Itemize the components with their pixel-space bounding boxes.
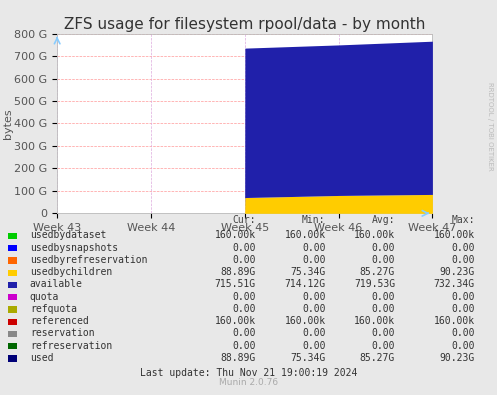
Text: 0.00: 0.00 [451, 243, 475, 253]
Text: 0.00: 0.00 [233, 328, 256, 339]
Text: 0.00: 0.00 [302, 292, 326, 302]
Text: Last update: Thu Nov 21 19:00:19 2024: Last update: Thu Nov 21 19:00:19 2024 [140, 368, 357, 378]
Text: Max:: Max: [451, 215, 475, 225]
Text: reservation: reservation [30, 328, 94, 339]
Text: 0.00: 0.00 [372, 328, 395, 339]
Text: 160.00k: 160.00k [215, 316, 256, 326]
Text: 719.53G: 719.53G [354, 279, 395, 290]
Text: 732.34G: 732.34G [433, 279, 475, 290]
Text: 88.89G: 88.89G [221, 353, 256, 363]
Text: 715.51G: 715.51G [215, 279, 256, 290]
Text: 0.00: 0.00 [372, 243, 395, 253]
Text: refreservation: refreservation [30, 340, 112, 351]
Text: 0.00: 0.00 [233, 340, 256, 351]
Text: usedbyrefreservation: usedbyrefreservation [30, 255, 147, 265]
Text: 0.00: 0.00 [372, 304, 395, 314]
Text: refquota: refquota [30, 304, 77, 314]
Text: Min:: Min: [302, 215, 326, 225]
Text: 160.00k: 160.00k [433, 316, 475, 326]
Text: 0.00: 0.00 [233, 255, 256, 265]
Text: 160.00k: 160.00k [354, 316, 395, 326]
Text: Munin 2.0.76: Munin 2.0.76 [219, 378, 278, 387]
Text: 88.89G: 88.89G [221, 267, 256, 277]
Text: usedbysnapshots: usedbysnapshots [30, 243, 118, 253]
Text: 160.00k: 160.00k [284, 316, 326, 326]
Text: 0.00: 0.00 [451, 340, 475, 351]
Text: 160.00k: 160.00k [215, 230, 256, 241]
Text: usedbydataset: usedbydataset [30, 230, 106, 241]
Text: 0.00: 0.00 [302, 304, 326, 314]
Text: 0.00: 0.00 [302, 243, 326, 253]
Text: 0.00: 0.00 [302, 340, 326, 351]
Text: 90.23G: 90.23G [439, 267, 475, 277]
Text: 85.27G: 85.27G [360, 267, 395, 277]
Y-axis label: bytes: bytes [3, 108, 13, 139]
Text: 0.00: 0.00 [372, 292, 395, 302]
Text: 160.00k: 160.00k [284, 230, 326, 241]
Text: 90.23G: 90.23G [439, 353, 475, 363]
Text: 0.00: 0.00 [451, 255, 475, 265]
Text: usedbychildren: usedbychildren [30, 267, 112, 277]
Text: used: used [30, 353, 53, 363]
Text: RRDTOOL / TOBI OETIKER: RRDTOOL / TOBI OETIKER [487, 82, 493, 171]
Text: 0.00: 0.00 [302, 328, 326, 339]
Text: 75.34G: 75.34G [290, 267, 326, 277]
Text: 0.00: 0.00 [302, 255, 326, 265]
Text: quota: quota [30, 292, 59, 302]
Text: 0.00: 0.00 [451, 292, 475, 302]
Text: 0.00: 0.00 [233, 304, 256, 314]
Text: referenced: referenced [30, 316, 88, 326]
Text: 160.00k: 160.00k [433, 230, 475, 241]
Text: 85.27G: 85.27G [360, 353, 395, 363]
Text: 75.34G: 75.34G [290, 353, 326, 363]
Text: 160.00k: 160.00k [354, 230, 395, 241]
Text: 0.00: 0.00 [372, 255, 395, 265]
Text: available: available [30, 279, 83, 290]
Title: ZFS usage for filesystem rpool/data - by month: ZFS usage for filesystem rpool/data - by… [64, 17, 425, 32]
Text: 0.00: 0.00 [451, 304, 475, 314]
Text: 0.00: 0.00 [233, 292, 256, 302]
Text: 0.00: 0.00 [451, 328, 475, 339]
Text: 0.00: 0.00 [233, 243, 256, 253]
Text: 714.12G: 714.12G [284, 279, 326, 290]
Text: 0.00: 0.00 [372, 340, 395, 351]
Text: Avg:: Avg: [372, 215, 395, 225]
Text: Cur:: Cur: [233, 215, 256, 225]
